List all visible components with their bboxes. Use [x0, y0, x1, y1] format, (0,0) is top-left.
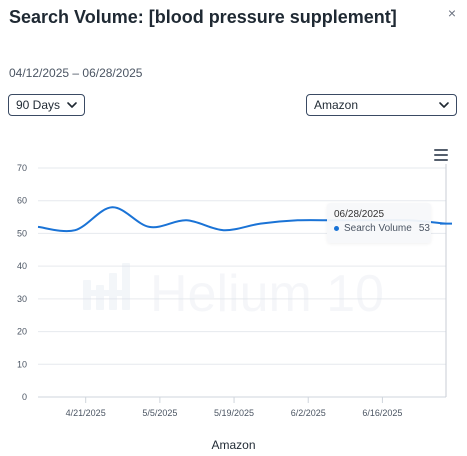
- modal-title: Search Volume: [blood pressure supplemen…: [9, 7, 397, 27]
- helium10-watermark: Helium 10: [83, 263, 384, 323]
- y-tick-label: 0: [22, 392, 27, 402]
- date-range: 04/12/2025 – 06/28/2025: [9, 66, 143, 80]
- y-tick-label: 20: [17, 327, 27, 337]
- series-dot-icon: [334, 226, 339, 231]
- tooltip-date: 06/28/2025: [334, 209, 385, 220]
- marketplace-select-value: Amazon: [314, 98, 359, 112]
- marketplace-select[interactable]: Amazon: [306, 94, 457, 116]
- y-tick-label: 40: [17, 261, 27, 271]
- y-tick-label: 50: [17, 228, 27, 238]
- x-tick-label: 6/2/2025: [291, 408, 326, 418]
- chart-menu-icon[interactable]: [434, 149, 448, 161]
- y-tick-label: 60: [17, 196, 27, 206]
- y-tick-label: 70: [17, 163, 27, 173]
- x-tick-label: 5/5/2025: [142, 408, 177, 418]
- period-select-value: 90 Days: [16, 98, 61, 112]
- watermark-text: Helium 10: [150, 265, 384, 323]
- y-tick-label: 30: [17, 294, 27, 304]
- close-icon[interactable]: ×: [447, 5, 457, 21]
- x-tick-label: 5/19/2025: [214, 408, 254, 418]
- tooltip-series-name: Search Volume: [344, 223, 412, 234]
- chart-tooltip: 06/28/2025 Search Volume 53: [327, 203, 431, 243]
- chevron-down-icon: [67, 102, 77, 108]
- period-select[interactable]: 90 Days: [8, 94, 85, 116]
- chevron-down-icon: [439, 102, 449, 108]
- x-tick-label: 4/21/2025: [66, 408, 106, 418]
- x-tick-label: 6/16/2025: [362, 408, 402, 418]
- tooltip-value: 53: [418, 223, 430, 234]
- x-axis-title: Amazon: [211, 438, 256, 452]
- y-tick-label: 10: [17, 359, 27, 369]
- grid-lines: [38, 167, 446, 398]
- search-volume-chart: Helium 10 0 10 20 30 40 50 60 70 4/21/2025 5/5/20…: [17, 163, 452, 418]
